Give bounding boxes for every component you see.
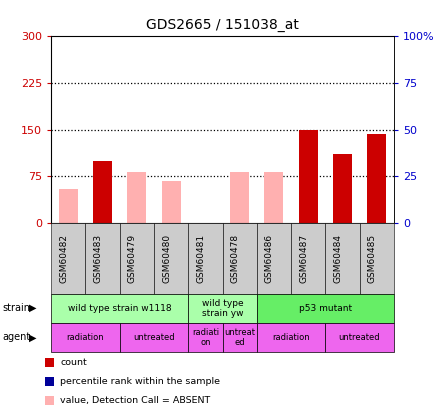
Text: untreated: untreated [339,333,380,342]
Text: radiation: radiation [67,333,104,342]
Text: GSM60483: GSM60483 [93,234,103,283]
Text: GSM60478: GSM60478 [231,234,239,283]
Text: GSM60484: GSM60484 [333,234,343,283]
Text: strain: strain [2,303,30,313]
Bar [230,172,249,223]
Bar [333,154,352,223]
Text: percentile rank within the sample: percentile rank within the sample [60,377,220,386]
Text: wild type
strain yw: wild type strain yw [202,298,243,318]
Text: GDS2665 / 151038_at: GDS2665 / 151038_at [146,18,299,32]
Text: GSM60487: GSM60487 [299,234,308,283]
Text: ▶: ▶ [29,333,36,342]
Text: untreated: untreated [133,333,175,342]
Text: p53 mutant: p53 mutant [299,304,352,313]
Text: value, Detection Call = ABSENT: value, Detection Call = ABSENT [60,396,210,405]
Text: wild type strain w1118: wild type strain w1118 [68,304,171,313]
Text: radiati
on: radiati on [192,328,219,347]
Text: GSM60485: GSM60485 [368,234,376,283]
Text: GSM60482: GSM60482 [59,234,69,283]
Bar [162,181,181,223]
Text: untreat
ed: untreat ed [224,328,255,347]
Text: GSM60480: GSM60480 [162,234,171,283]
Text: GSM60486: GSM60486 [265,234,274,283]
Bar [299,130,318,223]
Bar [93,161,112,223]
Bar [127,172,146,223]
Text: ▶: ▶ [29,303,36,313]
Text: radiation: radiation [272,333,310,342]
Bar [59,189,78,223]
Text: count: count [60,358,87,367]
Bar [264,172,283,223]
Bar [367,134,386,223]
Text: agent: agent [2,333,30,342]
Text: GSM60479: GSM60479 [128,234,137,283]
Text: GSM60481: GSM60481 [196,234,205,283]
